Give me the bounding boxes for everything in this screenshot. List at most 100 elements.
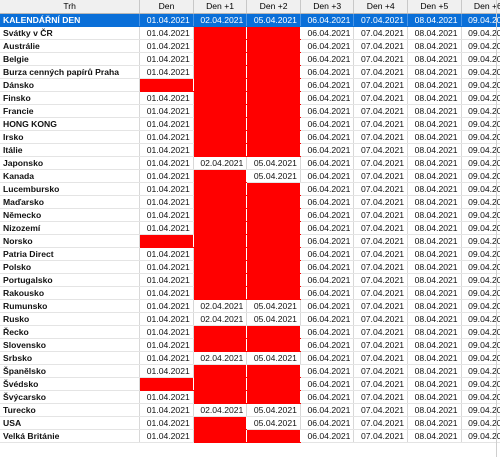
date-cell[interactable]: 09.04.2021 [461,221,500,235]
date-cell[interactable]: 07.04.2021 [353,13,409,27]
date-cell[interactable]: 08.04.2021 [407,338,462,352]
date-cell[interactable]: 05.04.2021 [246,416,301,430]
date-cell[interactable]: 06.04.2021 [300,169,355,183]
market-name-cell[interactable]: Finsko [0,91,141,105]
date-cell[interactable]: 02.04.2021 [193,403,248,417]
table-row[interactable]: Austrálie 01.04.2021 06.04.2021 07.04.2021 0… [0,39,500,53]
closed-day-cell[interactable] [193,260,248,274]
date-cell[interactable]: 07.04.2021 [353,65,409,79]
closed-day-cell[interactable] [246,377,301,391]
date-cell[interactable]: 08.04.2021 [407,143,462,157]
market-name-cell[interactable]: Nizozemí [0,221,141,235]
date-cell[interactable]: 07.04.2021 [353,104,409,118]
date-cell[interactable]: 05.04.2021 [246,299,301,313]
date-cell[interactable]: 06.04.2021 [300,260,355,274]
column-header-trh[interactable]: Trh [0,0,141,14]
closed-day-cell[interactable] [193,78,248,92]
date-cell[interactable]: 06.04.2021 [300,52,355,66]
date-cell[interactable]: 07.04.2021 [353,156,409,170]
closed-day-cell[interactable] [193,104,248,118]
date-cell[interactable]: 01.04.2021 [139,221,194,235]
date-cell[interactable]: 01.04.2021 [139,143,194,157]
date-cell[interactable]: 06.04.2021 [300,416,355,430]
date-cell[interactable]: 01.04.2021 [139,52,194,66]
closed-day-cell[interactable] [246,195,301,209]
closed-day-cell[interactable] [193,221,248,235]
closed-day-cell[interactable] [193,338,248,352]
date-cell[interactable]: 01.04.2021 [139,364,194,378]
table-row[interactable]: Srbsko 01.04.2021 02.04.2021 05.04.2021 06.0… [0,351,500,365]
column-header-den-plus-6[interactable]: Den +6 [461,0,500,14]
date-cell[interactable]: 07.04.2021 [353,91,409,105]
closed-day-cell[interactable] [193,208,248,222]
closed-day-cell[interactable] [193,286,248,300]
market-name-cell[interactable]: Lucembursko [0,182,141,196]
market-name-cell[interactable]: Švédsko [0,377,141,391]
date-cell[interactable]: 08.04.2021 [407,195,462,209]
date-cell[interactable]: 01.04.2021 [139,130,194,144]
closed-day-cell[interactable] [246,182,301,196]
column-header-den[interactable]: Den [139,0,194,14]
table-row[interactable]: Lucembursko 01.04.2021 06.04.2021 07.04.202… [0,182,500,196]
date-cell[interactable]: 09.04.2021 [461,65,500,79]
closed-day-cell[interactable] [193,117,248,131]
date-cell[interactable]: 05.04.2021 [246,312,301,326]
table-row[interactable]: Rusko 01.04.2021 02.04.2021 05.04.2021 06.04… [0,312,500,326]
date-cell[interactable]: 06.04.2021 [300,351,355,365]
date-cell[interactable]: 08.04.2021 [407,390,462,404]
market-name-cell[interactable]: Burza cenných papírů Praha [0,65,141,79]
market-name-cell[interactable]: Rumunsko [0,299,141,313]
closed-day-cell[interactable] [246,91,301,105]
date-cell[interactable]: 09.04.2021 [461,416,500,430]
market-name-cell[interactable]: Slovensko [0,338,141,352]
date-cell[interactable]: 05.04.2021 [246,403,301,417]
market-name-cell[interactable]: Itálie [0,143,141,157]
column-header-den-plus-3[interactable]: Den +3 [300,0,355,14]
date-cell[interactable]: 08.04.2021 [407,234,462,248]
market-name-cell[interactable]: Švýcarsko [0,390,141,404]
date-cell[interactable]: 06.04.2021 [300,26,355,40]
date-cell[interactable]: 07.04.2021 [353,78,409,92]
date-cell[interactable]: 06.04.2021 [300,208,355,222]
date-cell[interactable]: 01.04.2021 [139,13,194,27]
date-cell[interactable]: 07.04.2021 [353,52,409,66]
date-cell[interactable]: 01.04.2021 [139,182,194,196]
closed-day-cell[interactable] [193,390,248,404]
date-cell[interactable]: 09.04.2021 [461,234,500,248]
date-cell[interactable]: 09.04.2021 [461,260,500,274]
date-cell[interactable]: 06.04.2021 [300,182,355,196]
date-cell[interactable]: 06.04.2021 [300,286,355,300]
table-row[interactable]: Švýcarsko 01.04.2021 06.04.2021 07.04.2021 0… [0,390,500,404]
date-cell[interactable]: 08.04.2021 [407,351,462,365]
closed-day-cell[interactable] [246,260,301,274]
date-cell[interactable]: 02.04.2021 [193,351,248,365]
table-row[interactable]: Patria Direct 01.04.2021 06.04.2021 07.04.2… [0,247,500,261]
date-cell[interactable]: 08.04.2021 [407,65,462,79]
date-cell[interactable]: 01.04.2021 [139,390,194,404]
date-cell[interactable]: 07.04.2021 [353,221,409,235]
date-cell[interactable]: 01.04.2021 [139,338,194,352]
date-cell[interactable]: 09.04.2021 [461,156,500,170]
market-name-cell[interactable]: Německo [0,208,141,222]
date-cell[interactable]: 08.04.2021 [407,221,462,235]
closed-day-cell[interactable] [246,247,301,261]
date-cell[interactable]: 08.04.2021 [407,377,462,391]
date-cell[interactable]: 06.04.2021 [300,403,355,417]
closed-day-cell[interactable] [246,52,301,66]
date-cell[interactable]: 07.04.2021 [353,338,409,352]
date-cell[interactable]: 07.04.2021 [353,130,409,144]
date-cell[interactable]: 09.04.2021 [461,13,500,27]
date-cell[interactable]: 08.04.2021 [407,312,462,326]
closed-day-cell[interactable] [246,117,301,131]
date-cell[interactable]: 08.04.2021 [407,91,462,105]
date-cell[interactable]: 06.04.2021 [300,273,355,287]
date-cell[interactable]: 07.04.2021 [353,390,409,404]
date-cell[interactable]: 09.04.2021 [461,195,500,209]
date-cell[interactable]: 06.04.2021 [300,312,355,326]
table-row[interactable]: Nizozemí 01.04.2021 06.04.2021 07.04.2021 08… [0,221,500,235]
date-cell[interactable]: 02.04.2021 [193,312,248,326]
date-cell[interactable]: 09.04.2021 [461,351,500,365]
table-row[interactable]: Portugalsko 01.04.2021 06.04.2021 07.04.202… [0,273,500,287]
date-cell[interactable]: 08.04.2021 [407,78,462,92]
table-row[interactable]: Polsko 01.04.2021 06.04.2021 07.04.2021 08.0… [0,260,500,274]
